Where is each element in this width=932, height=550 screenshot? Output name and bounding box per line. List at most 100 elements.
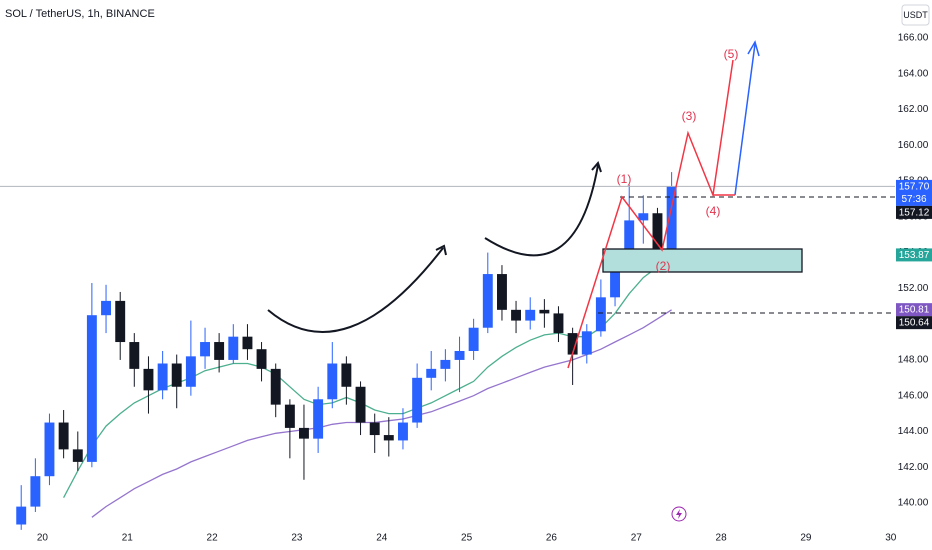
candle-body bbox=[341, 363, 352, 387]
candle-body bbox=[327, 363, 338, 400]
wave-line bbox=[567, 59, 734, 369]
candle-body bbox=[482, 274, 493, 328]
price-badge bbox=[896, 248, 932, 262]
candle-body bbox=[567, 333, 578, 355]
y-tick-label: 142.00 bbox=[898, 462, 929, 473]
candle-body bbox=[525, 309, 536, 321]
candle-body bbox=[553, 313, 564, 334]
candle-body bbox=[101, 300, 112, 316]
plot bbox=[0, 172, 895, 530]
x-tick-label: 26 bbox=[546, 533, 558, 544]
arc bbox=[484, 164, 599, 257]
x-tick-label: 22 bbox=[207, 533, 219, 544]
price-badge-label: 157.70 bbox=[899, 181, 930, 192]
candle-body bbox=[652, 213, 663, 250]
wave-label: (2) bbox=[656, 259, 671, 273]
candle-body bbox=[30, 476, 41, 507]
candle-body bbox=[511, 309, 522, 321]
candle-body bbox=[185, 356, 196, 387]
candle-body bbox=[595, 297, 606, 332]
price-badge-label: 153.87 bbox=[899, 250, 930, 261]
x-tick-label: 27 bbox=[631, 533, 643, 544]
candle-body bbox=[270, 368, 281, 405]
drawings bbox=[267, 40, 895, 369]
candle-body bbox=[214, 342, 225, 360]
candle-body bbox=[228, 336, 239, 360]
price-badge bbox=[896, 179, 932, 206]
candle-body bbox=[398, 422, 408, 441]
candle-body bbox=[256, 349, 267, 369]
x-tick-label: 28 bbox=[716, 533, 728, 544]
candle-body bbox=[284, 404, 295, 428]
candle-body bbox=[581, 331, 592, 355]
y-tick-label: 164.00 bbox=[898, 68, 929, 79]
price-badge bbox=[896, 316, 932, 330]
candle-body bbox=[299, 427, 309, 439]
candle-body bbox=[369, 422, 380, 436]
moving-average bbox=[63, 252, 673, 499]
candle-body bbox=[171, 363, 182, 387]
wave-label: (1) bbox=[617, 172, 632, 186]
y-tick-label: 162.00 bbox=[898, 104, 929, 115]
candle-body bbox=[143, 368, 154, 391]
candle-body bbox=[129, 342, 140, 369]
candle-body bbox=[115, 300, 126, 343]
arc bbox=[267, 247, 444, 333]
y-tick-label: 152.00 bbox=[898, 283, 929, 294]
candle-body bbox=[86, 315, 97, 462]
price-axis bbox=[896, 0, 932, 550]
zone bbox=[602, 248, 803, 273]
candle-body bbox=[638, 213, 649, 221]
candle-body bbox=[440, 359, 451, 369]
candle-body bbox=[426, 368, 437, 378]
y-tick-label: 146.00 bbox=[898, 390, 929, 401]
candle-body bbox=[666, 186, 677, 250]
candle-body bbox=[454, 350, 465, 360]
arrow-head bbox=[747, 40, 760, 57]
y-tick-label: 140.00 bbox=[898, 498, 929, 509]
arrow-head bbox=[591, 161, 602, 173]
price-badge-label: 150.64 bbox=[899, 318, 930, 329]
y-tick-label: 160.00 bbox=[898, 140, 929, 151]
candle-body bbox=[412, 377, 423, 423]
x-tick-label: 20 bbox=[37, 533, 49, 544]
x-tick-label: 24 bbox=[376, 533, 388, 544]
y-tick-label: 166.00 bbox=[898, 33, 929, 44]
chart-title: SOL / TetherUS, 1h, BINANCE bbox=[5, 8, 155, 20]
candle-body bbox=[58, 422, 69, 450]
moving-average bbox=[91, 309, 672, 518]
x-tick-label: 23 bbox=[291, 533, 303, 544]
candle-body bbox=[468, 327, 479, 351]
x-tick-label: 21 bbox=[122, 533, 134, 544]
candle-body bbox=[200, 342, 211, 357]
candle-body bbox=[497, 274, 507, 310]
x-tick-label: 30 bbox=[885, 533, 897, 544]
wave-label: (4) bbox=[706, 204, 721, 218]
y-tick-label: 148.00 bbox=[898, 355, 929, 366]
wave-label: (5) bbox=[724, 47, 739, 61]
x-tick-label: 29 bbox=[800, 533, 812, 544]
candle-body bbox=[610, 259, 621, 298]
price-badge-label: 150.81 bbox=[899, 305, 930, 316]
price-badge bbox=[896, 205, 932, 219]
countdown: 57:36 bbox=[901, 194, 926, 205]
price-badge bbox=[896, 303, 932, 317]
projection bbox=[734, 43, 756, 196]
candle-body bbox=[157, 363, 168, 391]
currency: USDT bbox=[903, 10, 928, 20]
wave-label: (3) bbox=[682, 109, 697, 123]
icon-bolt bbox=[676, 509, 682, 519]
candle-body bbox=[16, 506, 27, 525]
lightning-icon[interactable] bbox=[671, 506, 687, 522]
candle-body bbox=[383, 435, 394, 441]
currency-box bbox=[901, 4, 930, 26]
candle-body bbox=[355, 386, 366, 423]
candle-body bbox=[242, 336, 253, 350]
x-tick-label: 25 bbox=[461, 533, 473, 544]
arrow-head bbox=[435, 244, 447, 256]
candle-body bbox=[313, 399, 324, 439]
candle-body bbox=[624, 220, 635, 260]
candle-body bbox=[44, 422, 55, 477]
candle-body bbox=[539, 309, 550, 314]
